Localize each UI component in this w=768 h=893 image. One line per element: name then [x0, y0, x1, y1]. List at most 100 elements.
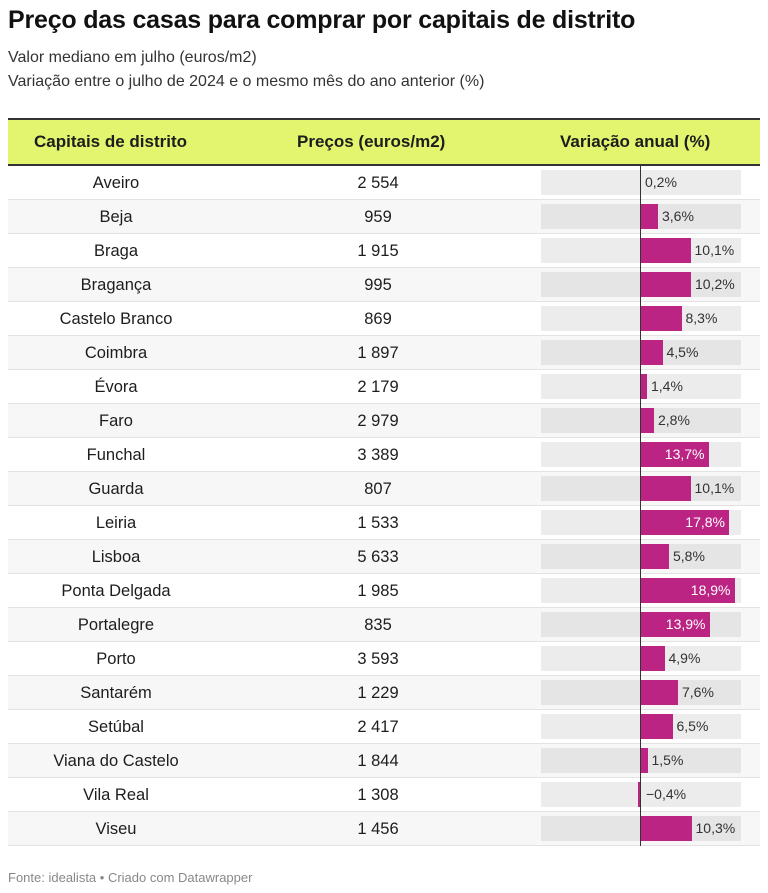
change-bar [640, 816, 692, 841]
change-label: 0,2% [645, 174, 677, 190]
change-label: 13,9% [665, 616, 706, 632]
city-cell: Coimbra [84, 344, 148, 362]
table-row: Porto 3 593 4,9% [8, 642, 760, 676]
change-label: 17,8% [685, 514, 725, 530]
price-cell: 2 417 [357, 718, 399, 736]
change-bar [640, 476, 691, 501]
change-label: 10,3% [695, 820, 736, 836]
subtitle-price: Valor mediano em julho (euros/m2) [8, 49, 257, 66]
change-label: 18,9% [690, 582, 731, 598]
price-cell: 1 897 [357, 344, 399, 362]
price-cell: 1 915 [357, 242, 399, 260]
table-row: Viana do Castelo 1 844 1,5% [8, 744, 760, 778]
table-row: Guarda 807 10,1% [8, 472, 760, 506]
city-cell: Viseu [95, 820, 137, 838]
change-label: 1,5% [651, 752, 684, 768]
city-cell: Beja [99, 208, 133, 226]
change-bar [640, 442, 709, 467]
table-row: Ponta Delgada 1 985 18,9% [8, 574, 760, 608]
table-row: Braga 1 915 10,1% [8, 234, 760, 268]
price-cell: 2 554 [357, 174, 399, 192]
change-label: 4,5% [666, 344, 699, 360]
table-body: Aveiro 2 554 0,2% Beja 959 3,6% Braga 1 915 10,1… [8, 166, 760, 846]
table-row: Bragança 995 10,2% [8, 268, 760, 302]
price-cell: 807 [364, 480, 392, 498]
table-row: Portalegre 835 13,9% [8, 608, 760, 642]
header-city[interactable]: Capitais de distrito [34, 132, 188, 151]
change-label: 2,8% [658, 412, 690, 428]
price-cell: 995 [364, 276, 392, 294]
change-label: 5,8% [673, 548, 705, 564]
change-label: 13,7% [664, 446, 705, 462]
change-bar [640, 612, 710, 637]
change-label: 10,2% [695, 276, 735, 292]
table-row: Leiria 1 533 17,8% [8, 506, 760, 540]
city-cell: Lisboa [91, 548, 141, 566]
bar-background [541, 170, 741, 195]
city-cell: Bragança [80, 276, 152, 294]
change-label: 8,3% [685, 310, 718, 326]
price-cell: 869 [364, 310, 392, 328]
zero-line [640, 164, 641, 846]
change-bar [640, 340, 663, 365]
footer-source: Fonte: idealista • Criado com Datawrappe… [8, 870, 253, 885]
price-cell: 1 308 [357, 786, 399, 804]
city-cell: Faro [99, 412, 133, 430]
bar-background [541, 782, 741, 807]
table-row: Coimbra 1 897 4,5% [8, 336, 760, 370]
change-bar [640, 204, 658, 229]
price-cell: 3 389 [357, 446, 399, 464]
change-label: −0,4% [646, 786, 687, 802]
price-cell: 1 533 [357, 514, 399, 532]
price-cell: 1 985 [357, 582, 399, 600]
change-bar [640, 748, 648, 773]
table-row: Aveiro 2 554 0,2% [8, 166, 760, 200]
table-row: Castelo Branco 869 8,3% [8, 302, 760, 336]
change-label: 6,5% [676, 718, 709, 734]
change-bar [640, 272, 691, 297]
change-bar [640, 714, 673, 739]
city-cell: Guarda [88, 480, 144, 498]
price-cell: 1 456 [357, 820, 399, 838]
change-label: 1,4% [651, 378, 683, 394]
table-row: Funchal 3 389 13,7% [8, 438, 760, 472]
change-bar [640, 238, 691, 263]
table-row: Setúbal 2 417 6,5% [8, 710, 760, 744]
table-row: Lisboa 5 633 5,8% [8, 540, 760, 574]
city-cell: Porto [96, 650, 136, 668]
city-cell: Évora [94, 378, 138, 396]
table-row: Faro 2 979 2,8% [8, 404, 760, 438]
city-cell: Aveiro [92, 174, 140, 192]
change-bar [640, 510, 729, 535]
price-cell: 959 [364, 208, 392, 226]
city-cell: Setúbal [88, 718, 144, 736]
change-bar [640, 544, 669, 569]
table-row: Évora 2 179 1,4% [8, 370, 760, 404]
price-cell: 2 979 [357, 412, 399, 430]
price-cell: 3 593 [357, 650, 399, 668]
header-price[interactable]: Preços (euros/m2) [297, 132, 446, 151]
price-cell: 1 229 [357, 684, 399, 702]
price-cell: 5 633 [357, 548, 399, 566]
change-label: 7,6% [682, 684, 714, 700]
table-row: Beja 959 3,6% [8, 200, 760, 234]
header-change[interactable]: Variação anual (%) [560, 132, 711, 151]
table-header: Capitais de distrito Preços (euros/m2) V… [8, 118, 760, 166]
price-cell: 1 844 [357, 752, 399, 770]
city-cell: Santarém [80, 684, 152, 702]
city-cell: Viana do Castelo [53, 752, 179, 770]
change-bar [640, 646, 665, 671]
change-bar [640, 680, 678, 705]
city-cell: Ponta Delgada [61, 582, 171, 600]
table-row: Vila Real 1 308 −0,4% [8, 778, 760, 812]
change-bar [640, 374, 647, 399]
price-cell: 835 [364, 616, 392, 634]
chart-title: Preço das casas para comprar por capitai… [8, 6, 636, 34]
city-cell: Portalegre [77, 616, 155, 634]
subtitle-change: Variação entre o julho de 2024 e o mesmo… [8, 73, 485, 90]
price-cell: 2 179 [357, 378, 399, 396]
city-cell: Vila Real [83, 786, 149, 804]
table-row: Viseu 1 456 10,3% [8, 812, 760, 846]
city-cell: Braga [93, 242, 139, 260]
